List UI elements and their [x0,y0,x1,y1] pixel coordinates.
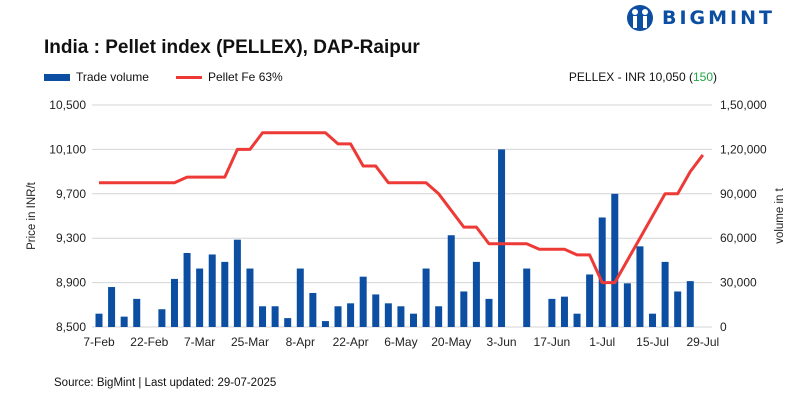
volume-bar [221,261,229,327]
volume-bar [196,268,204,327]
volume-bar [611,193,619,327]
y-right-tick-label: 30,000 [720,276,757,290]
x-tick-label: 25-Mar [231,335,269,349]
volume-bar [674,291,682,327]
legend-label: Trade volume [76,70,149,84]
volume-bar [334,306,342,327]
volume-bar [435,306,443,327]
x-tick-label: 8-Apr [286,335,315,349]
volume-bar [460,291,468,327]
y-right-tick-label: 0 [720,320,727,334]
x-tick-label: 22-Apr [333,335,369,349]
volume-bar [560,296,568,327]
y-left-tick-label: 9,300 [56,231,86,245]
x-tick-label: 3-Jun [487,335,517,349]
volume-bar [233,239,241,327]
x-tick-label: 22-Feb [130,335,168,349]
x-tick-label: 20-May [431,335,471,349]
x-tick-label: 29-Jul [686,335,719,349]
volume-bar [271,306,279,327]
y-right-tick-label: 1,50,000 [720,98,767,112]
volume-bar [170,278,178,327]
logo-icon [627,5,653,31]
legend-item-pellet: Pellet Fe 63% [176,70,283,84]
volume-bar [120,316,128,327]
volume-bar [133,298,141,327]
volume-bar [397,306,405,327]
volume-bar [586,274,594,327]
pellex-value: PELLEX - INR 10,050 ( [568,70,693,84]
y-left-tick-label: 10,500 [49,98,86,112]
pellex-change: 150 [692,70,713,84]
y-left-axis-title: Price in INR/t [26,181,38,250]
volume-bar [523,268,531,327]
x-tick-label: 7-Mar [184,335,215,349]
volume-bar [309,292,317,327]
volume-bar [422,268,430,327]
volume-bar [158,309,166,327]
volume-bar [296,268,304,327]
y-left-tick-label: 10,100 [49,142,86,156]
volume-bar [347,303,355,327]
volume-bar [447,235,455,327]
volume-bar [636,246,644,327]
volume-bar [498,149,506,327]
y-right-tick-label: 90,000 [720,187,757,201]
pellex-suffix: ) [713,70,717,84]
volume-bar [548,298,556,327]
x-tick-label: 1-Jul [589,335,615,349]
y-left-tick-label: 9,700 [56,187,86,201]
legend-item-trade-volume: Trade volume [44,70,149,84]
x-tick-label: 6-May [384,335,417,349]
y-right-axis-title: volume in t [774,187,786,243]
volume-bar [259,306,267,327]
volume-bar [321,321,329,327]
price-line [99,131,705,285]
volume-bar [573,313,581,327]
volume-bar [649,313,657,327]
volume-bar [95,313,103,327]
x-tick-label: 17-Jun [534,335,571,349]
volume-bar [686,281,694,327]
volume-bar [108,287,116,327]
logo-text: BIGMINT [662,7,775,29]
volume-bar [384,303,392,327]
chart-title: India : Pellet index (PELLEX), DAP-Raipu… [44,37,420,58]
y-left-tick-label: 8,500 [56,320,86,334]
y-right-tick-label: 1,20,000 [720,142,767,156]
volume-bar [359,276,367,327]
volume-bar [661,261,669,327]
legend-swatch-bar [44,73,70,81]
bigmint-logo: BIGMINT [626,4,775,32]
legend-swatch-line [176,75,202,79]
pellex-summary: PELLEX - INR 10,050 (150) [569,70,717,84]
volume-bar [472,261,480,327]
volume-bar [623,283,631,327]
volume-bar [208,254,216,327]
volume-bar [284,318,292,327]
volume-bar [372,294,380,327]
volume-bar [246,268,254,327]
volume-bar [598,217,606,327]
x-tick-label: 7-Feb [83,335,115,349]
volume-bar [485,298,493,327]
source-note: Source: BigMint | Last updated: 29-07-20… [54,377,277,389]
volume-bar [410,313,417,327]
x-tick-label: 15-Jul [636,335,669,349]
y-left-tick-label: 8,900 [56,276,86,290]
legend-label: Pellet Fe 63% [208,70,283,84]
y-right-tick-label: 60,000 [720,231,757,245]
volume-bar [183,253,191,327]
